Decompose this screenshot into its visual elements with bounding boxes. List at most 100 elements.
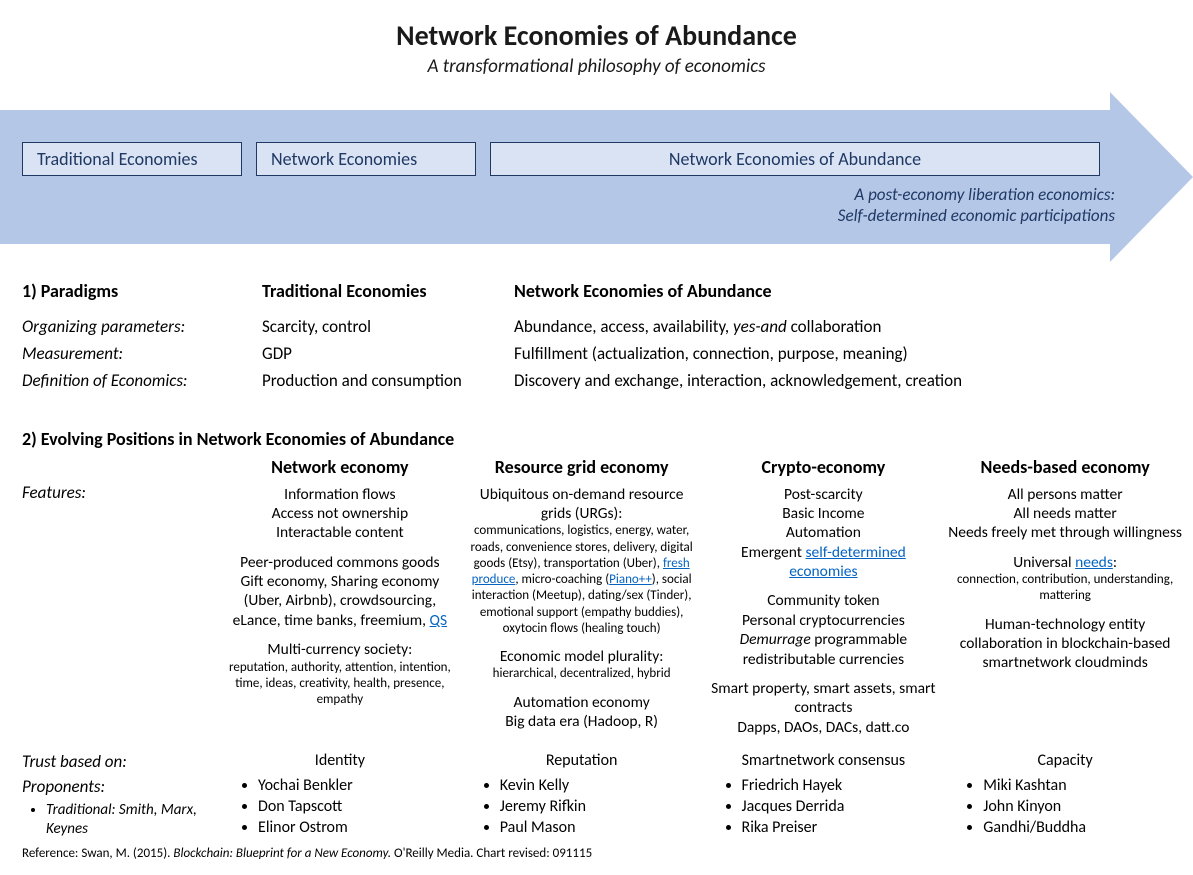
needs-b2-pre: Universal [1013,553,1075,572]
resource-head: Resource grid economy [464,456,700,479]
crypto-b2: Community token Personal cryptocurrencie… [706,591,942,669]
measurement-label: Measurement: [22,343,262,364]
needs-head: Needs-based economy [947,456,1183,479]
tagline-line1: A post-economy liberation economics: [838,184,1115,205]
measurement-b: Fulfillment (actualization, connection, … [514,343,1171,364]
trust-label: Trust based on: [22,751,222,772]
proponents-row: Proponents: Traditional: Smith, Marx, Ke… [22,776,1183,839]
paradigms-col-b-head: Network Economies of Abundance [514,280,1171,310]
crypto-b3: Smart property, smart assets, smart cont… [706,679,942,737]
list-item: Elinor Ostrom [258,818,458,839]
tagline-line2: Self-determined economic participations [838,205,1115,226]
needs-b2-top: Universal needs: [947,553,1183,572]
list-item: Miki Kashtan [983,776,1183,797]
list-item: Don Tapscott [258,797,458,818]
needs-b2-post: : [1113,553,1117,572]
proponents-network: Yochai Benkler Don Tapscott Elinor Ostro… [222,776,458,838]
proponents-label: Proponents: [22,776,222,797]
org-b-post: collaboration [787,316,882,337]
self-determined-link[interactable]: self-determined economies [789,543,906,581]
network-b3-small: reputation, authority, attention, intent… [222,660,458,709]
network-head: Network economy [222,456,458,479]
title-block: Network Economies of Abundance A transfo… [0,0,1193,78]
piano-link[interactable]: Piano++ [609,572,652,587]
proponents-crypto: Friedrich Hayek Jacques Derrida Rika Pre… [706,776,942,838]
reference: Reference: Swan, M. (2015). Blockchain: … [22,846,592,861]
stage-abundance: Network Economies of Abundance [490,142,1100,176]
needs-b3: Human-technology entity collaboration in… [947,615,1183,673]
trust-network: Identity [222,751,458,772]
needs-b1: All persons matter All needs matter Need… [947,485,1183,543]
resource-b2-small: hierarchical, decentralized, hybrid [464,666,700,682]
list-item: Yochai Benkler [258,776,458,797]
stage-traditional: Traditional Economies [22,142,242,176]
list-item: Rika Preiser [742,818,942,839]
measurement-a: GDP [262,343,514,364]
needs-link[interactable]: needs [1075,553,1113,572]
list-item: John Kinyon [983,797,1183,818]
subtitle: A transformational philosophy of economi… [0,55,1193,78]
row-labels: Features: [22,456,222,747]
reference-ital: Blockchain: Blueprint for a New Economy. [173,846,391,861]
definition-a: Production and consumption [262,370,514,391]
paradigms-section: 1) Paradigms Traditional Economies Netwo… [22,280,1171,397]
list-item: Gandhi/Buddha [983,818,1183,839]
proponents-resource: Kevin Kelly Jeremy Rifkin Paul Mason [464,776,700,838]
crypto-head: Crypto-economy [706,456,942,479]
crypto-b2-pre: Community token Personal cryptocurrencie… [742,591,905,629]
org-b-em: yes-and [733,316,787,337]
reference-pre: Reference: Swan, M. (2015). [22,846,173,861]
needs-b2: Universal needs: connection, contributio… [947,553,1183,605]
trust-crypto: Smartnetwork consensus [706,751,942,772]
proponents-needs: Miki Kashtan John Kinyon Gandhi/Buddha [947,776,1183,838]
col-crypto: Crypto-economy Post-scarcity Basic Incom… [706,456,942,747]
traditional-proponents: Traditional: Smith, Marx, Keynes [22,801,222,839]
resource-b3: Automation economy Big data era (Hadoop,… [464,693,700,732]
list-item: Paul Mason [500,818,700,839]
network-b3-head: Multi-currency society: [222,640,458,659]
organizing-b: Abundance, access, availability, yes-and… [514,316,1171,337]
resource-b1: Ubiquitous on-demand resource grids (URG… [464,485,700,638]
main-title: Network Economies of Abundance [0,18,1193,53]
col-resource: Resource grid economy Ubiquitous on-dema… [464,456,700,747]
qs-link[interactable]: QS [430,611,448,630]
list-item: Jeremy Rifkin [500,797,700,818]
organizing-label: Organizing parameters: [22,316,262,337]
evolving-section: 2) Evolving Positions in Network Economi… [22,428,1183,839]
reference-post: O'Reilly Media. Chart revised: 091115 [391,846,592,861]
traditional-proponents-item: Traditional: Smith, Marx, Keynes [46,801,222,839]
org-b-pre: Abundance, access, availability, [514,316,733,337]
network-b1: Information flows Access not ownership I… [222,485,458,543]
list-item: Jacques Derrida [742,797,942,818]
crypto-b1: Post-scarcity Basic Income Automation Em… [706,485,942,582]
list-item: Kevin Kelly [500,776,700,797]
tagline: A post-economy liberation economics: Sel… [838,184,1115,227]
trust-needs: Capacity [947,751,1183,772]
resource-b2: Economic model plurality: hierarchical, … [464,647,700,683]
trust-resource: Reputation [464,751,700,772]
paradigms-col-a-head: Traditional Economies [262,280,514,310]
definition-b: Discovery and exchange, interaction, ack… [514,370,1171,391]
progression-arrow: Traditional Economies Network Economies … [0,92,1193,262]
definition-label: Definition of Economics: [22,370,262,391]
list-item: Friedrich Hayek [742,776,942,797]
network-b2: Peer-produced commons goods Gift economy… [222,553,458,631]
needs-b2-small: connection, contribution, understanding,… [947,572,1183,605]
organizing-a: Scarcity, control [262,316,514,337]
resource-b2-main: Economic model plurality: [464,647,700,666]
network-b3: Multi-currency society: reputation, auth… [222,640,458,708]
col-network: Network economy Information flows Access… [222,456,458,747]
arrow-shape [0,92,1193,262]
stage-network: Network Economies [256,142,476,176]
resource-b1-pre: communications, logistics, energy, water… [471,523,693,571]
col-needs: Needs-based economy All persons matter A… [947,456,1183,747]
trust-row: Trust based on: Identity Reputation Smar… [22,751,1183,772]
resource-b1-main: Ubiquitous on-demand resource grids (URG… [464,485,700,524]
stage-boxes: Traditional Economies Network Economies … [22,142,1100,176]
economy-columns: Network economy Information flows Access… [222,456,1183,747]
evolving-title: 2) Evolving Positions in Network Economi… [22,428,1183,450]
features-label: Features: [22,482,222,503]
crypto-b2-em: Demurrage [740,630,811,649]
proponents-label-wrap: Proponents: Traditional: Smith, Marx, Ke… [22,776,222,839]
resource-b1-small: communications, logistics, energy, water… [464,523,700,637]
